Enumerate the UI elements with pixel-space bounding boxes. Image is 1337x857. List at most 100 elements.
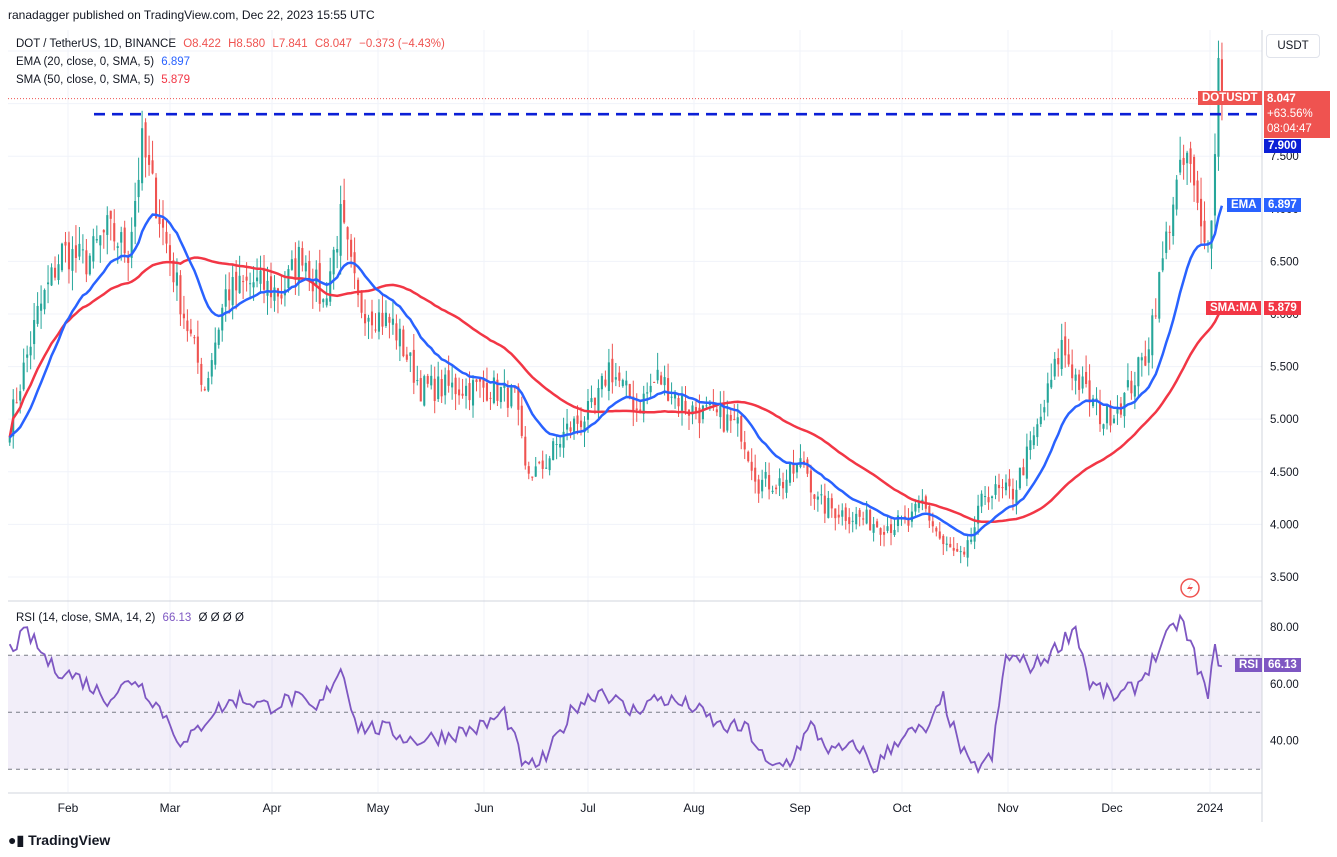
candle-body [886, 526, 889, 531]
candle-body [970, 539, 973, 542]
candle-body [200, 363, 203, 385]
candle-body [461, 393, 464, 396]
candle-body [858, 510, 861, 517]
candle-body [844, 507, 847, 521]
candle-body [726, 414, 729, 431]
candle-body [123, 227, 126, 254]
candle-body [381, 312, 384, 327]
price-tick-label: 4.500 [1270, 467, 1299, 479]
candle-body [273, 287, 276, 301]
candle-body [1098, 403, 1102, 425]
candle-body [85, 250, 88, 275]
candle-body [1032, 435, 1035, 446]
candle-body [196, 336, 199, 363]
candle-body [137, 179, 140, 198]
candle-body [391, 318, 394, 325]
ema-legend-label: EMA (20, close, 0, SMA, 5) [16, 56, 155, 68]
candle-body [1008, 478, 1011, 487]
candle-body [1210, 220, 1213, 249]
candle-body [81, 249, 84, 251]
candle-body [47, 282, 50, 285]
candle-body [496, 379, 499, 401]
candle-body [57, 264, 60, 281]
sma-50-line [8, 256, 1223, 524]
candle-body [674, 393, 677, 399]
candle-body [952, 547, 955, 551]
candle-body [663, 377, 666, 386]
candle-body [384, 312, 387, 326]
candle-body [8, 437, 11, 443]
candle-body [604, 379, 607, 386]
candle-body [1102, 424, 1105, 429]
flash-icon[interactable] [1180, 578, 1200, 598]
candle-body [1078, 374, 1081, 390]
candle-body [1179, 159, 1182, 173]
candle-body [130, 231, 133, 258]
candle-body [757, 479, 760, 494]
candle-body [1161, 258, 1164, 271]
candle-body [889, 524, 893, 533]
candle-body [416, 380, 419, 382]
candle-body [437, 376, 440, 400]
candle-body [1168, 231, 1171, 233]
candle-body [566, 423, 569, 430]
candle-body [207, 378, 210, 391]
last-price-value: 8.047 [1267, 92, 1296, 105]
currency-button[interactable]: USDT [1266, 34, 1320, 58]
candle-body [151, 160, 154, 174]
candle-body [520, 405, 523, 436]
candle-body [1196, 180, 1199, 203]
candle-body [635, 408, 638, 411]
candle-body [235, 271, 238, 291]
candle-body [468, 383, 471, 401]
candle-body [660, 375, 663, 385]
candles-group [8, 40, 1223, 567]
time-tick-label: Aug [683, 801, 704, 815]
candle-body [297, 246, 300, 284]
candle-body [1105, 404, 1109, 424]
candle-body [1220, 59, 1223, 99]
candle-body [785, 479, 788, 493]
candle-body [597, 387, 600, 411]
candle-body [221, 307, 224, 331]
candle-body [168, 245, 172, 261]
open-value: O8.422 [183, 38, 221, 50]
candle-body [572, 418, 576, 434]
candle-body [1193, 156, 1196, 186]
candle-body [949, 543, 952, 548]
candle-body [182, 313, 185, 319]
candle-body [691, 405, 694, 415]
candle-body [249, 283, 252, 285]
candle-body [876, 521, 879, 528]
candle-body [653, 381, 656, 383]
candle-body [228, 289, 231, 301]
candle-body [475, 379, 478, 383]
candle-body [489, 397, 492, 399]
candle-body [837, 514, 840, 518]
sma-value-tag: 5.879 [1264, 300, 1301, 315]
candle-body [963, 551, 966, 555]
candle-body [559, 443, 562, 448]
candle-body [482, 379, 485, 388]
candle-body [747, 451, 750, 462]
candle-body [743, 442, 746, 450]
candle-body [545, 467, 548, 469]
candle-body [1154, 315, 1157, 317]
candle-body [1217, 57, 1220, 157]
symbol-legend: DOT / TetherUS, 1D, BINANCE O8.422 H8.58… [16, 38, 449, 50]
candle-body [775, 487, 778, 490]
symbol-title: DOT / TetherUS, 1D, BINANCE [16, 38, 176, 50]
candle-body [74, 245, 77, 259]
candle-body [625, 380, 628, 386]
grid-lines [8, 30, 1262, 792]
candle-body [465, 385, 468, 396]
rsi-value-tag: 66.13 [1264, 658, 1301, 673]
candle-body [1109, 405, 1112, 426]
candle-body [736, 417, 739, 424]
candle-body [1116, 407, 1119, 414]
tradingview-logo[interactable]: ●▮ TradingView [8, 832, 110, 849]
candle-body [189, 329, 192, 334]
candle-body [92, 236, 95, 262]
candle-body [576, 415, 579, 424]
candle-body [914, 503, 917, 512]
